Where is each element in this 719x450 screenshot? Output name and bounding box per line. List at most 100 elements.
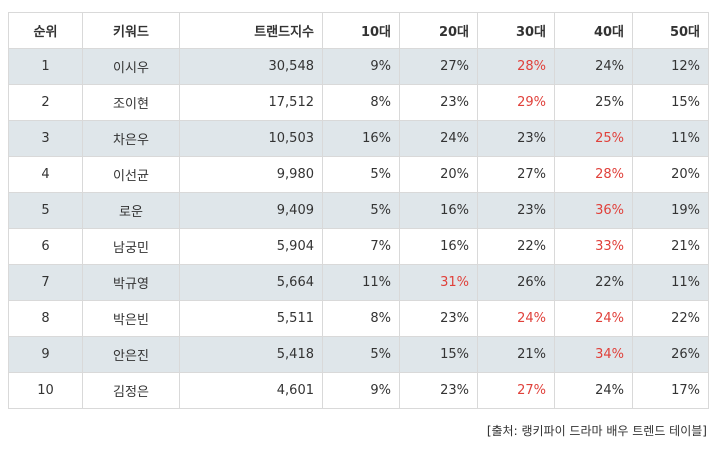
table-row: 8 박은빈 5,511 8% 23% 24% 24% 22% [8, 300, 709, 337]
cell-rank: 6 [8, 228, 83, 265]
cell-age-10s: 9% [322, 48, 400, 85]
cell-keyword: 안은진 [82, 336, 180, 373]
cell-rank: 9 [8, 336, 83, 373]
cell-trend-index: 5,418 [179, 336, 323, 373]
cell-age-20s: 23% [399, 300, 478, 337]
cell-age-10s: 5% [322, 336, 400, 373]
cell-age-50s: 22% [632, 300, 709, 337]
cell-age-20s: 23% [399, 84, 478, 121]
header-age-40s: 40대 [554, 12, 633, 49]
header-rank: 순위 [8, 12, 83, 49]
table-row: 10 김정은 4,601 9% 23% 27% 24% 17% [8, 372, 709, 409]
cell-age-50s: 12% [632, 48, 709, 85]
cell-age-10s: 11% [322, 264, 400, 301]
cell-trend-index: 5,511 [179, 300, 323, 337]
cell-keyword: 김정은 [82, 372, 180, 409]
cell-age-30s: 24% [477, 300, 555, 337]
cell-rank: 10 [8, 372, 83, 409]
cell-keyword: 이선균 [82, 156, 180, 193]
cell-age-50s: 11% [632, 264, 709, 301]
cell-keyword: 이시우 [82, 48, 180, 85]
cell-age-50s: 20% [632, 156, 709, 193]
cell-age-20s: 23% [399, 372, 478, 409]
cell-trend-index: 4,601 [179, 372, 323, 409]
cell-age-10s: 5% [322, 156, 400, 193]
cell-age-30s: 29% [477, 84, 555, 121]
cell-age-50s: 11% [632, 120, 709, 157]
cell-keyword: 조이현 [82, 84, 180, 121]
cell-age-10s: 7% [322, 228, 400, 265]
cell-keyword: 남궁민 [82, 228, 180, 265]
cell-age-20s: 16% [399, 192, 478, 229]
cell-trend-index: 9,409 [179, 192, 323, 229]
cell-rank: 5 [8, 192, 83, 229]
cell-age-40s: 24% [554, 372, 633, 409]
cell-age-40s: 24% [554, 300, 633, 337]
header-age-20s: 20대 [399, 12, 478, 49]
cell-age-30s: 23% [477, 192, 555, 229]
cell-age-30s: 27% [477, 372, 555, 409]
cell-trend-index: 9,980 [179, 156, 323, 193]
cell-age-40s: 24% [554, 48, 633, 85]
cell-age-50s: 21% [632, 228, 709, 265]
cell-rank: 8 [8, 300, 83, 337]
header-age-10s: 10대 [322, 12, 400, 49]
cell-age-20s: 15% [399, 336, 478, 373]
cell-age-20s: 24% [399, 120, 478, 157]
cell-age-40s: 25% [554, 84, 633, 121]
trend-table-container: 순위 키워드 트랜드지수 10대 20대 30대 40대 50대 1 이시우 30,… [8, 12, 709, 409]
cell-age-30s: 22% [477, 228, 555, 265]
header-age-50s: 50대 [632, 12, 709, 49]
cell-rank: 7 [8, 264, 83, 301]
cell-keyword: 박은빈 [82, 300, 180, 337]
cell-age-40s: 33% [554, 228, 633, 265]
trend-table: 순위 키워드 트랜드지수 10대 20대 30대 40대 50대 1 이시우 30,… [8, 12, 709, 409]
cell-age-30s: 28% [477, 48, 555, 85]
cell-rank: 3 [8, 120, 83, 157]
cell-trend-index: 30,548 [179, 48, 323, 85]
table-row: 6 남궁민 5,904 7% 16% 22% 33% 21% [8, 228, 709, 265]
table-row: 1 이시우 30,548 9% 27% 28% 24% 12% [8, 48, 709, 85]
cell-rank: 4 [8, 156, 83, 193]
cell-age-10s: 9% [322, 372, 400, 409]
cell-age-10s: 8% [322, 300, 400, 337]
header-age-30s: 30대 [477, 12, 555, 49]
cell-age-20s: 27% [399, 48, 478, 85]
cell-keyword: 로운 [82, 192, 180, 229]
cell-age-10s: 5% [322, 192, 400, 229]
cell-keyword: 차은우 [82, 120, 180, 157]
cell-age-50s: 26% [632, 336, 709, 373]
cell-age-40s: 25% [554, 120, 633, 157]
table-row: 7 박규영 5,664 11% 31% 26% 22% 11% [8, 264, 709, 301]
table-body: 1 이시우 30,548 9% 27% 28% 24% 12% 2 조이현 17,512 8% 23% 2… [8, 48, 709, 409]
table-row: 5 로운 9,409 5% 16% 23% 36% 19% [8, 192, 709, 229]
cell-age-20s: 20% [399, 156, 478, 193]
cell-age-50s: 19% [632, 192, 709, 229]
cell-rank: 1 [8, 48, 83, 85]
cell-age-40s: 36% [554, 192, 633, 229]
source-caption: [출처: 랭키파이 드라마 배우 트렌드 테이블] [486, 424, 707, 438]
table-row: 4 이선균 9,980 5% 20% 27% 28% 20% [8, 156, 709, 193]
header-keyword: 키워드 [82, 12, 180, 49]
table-row: 3 차은우 10,503 16% 24% 23% 25% 11% [8, 120, 709, 157]
cell-trend-index: 10,503 [179, 120, 323, 157]
cell-keyword: 박규영 [82, 264, 180, 301]
cell-age-40s: 34% [554, 336, 633, 373]
cell-age-20s: 16% [399, 228, 478, 265]
cell-trend-index: 5,904 [179, 228, 323, 265]
cell-age-10s: 8% [322, 84, 400, 121]
cell-age-10s: 16% [322, 120, 400, 157]
cell-age-20s: 31% [399, 264, 478, 301]
cell-age-30s: 21% [477, 336, 555, 373]
cell-age-50s: 15% [632, 84, 709, 121]
table-header-row: 순위 키워드 트랜드지수 10대 20대 30대 40대 50대 [8, 12, 709, 49]
cell-trend-index: 5,664 [179, 264, 323, 301]
cell-age-40s: 28% [554, 156, 633, 193]
header-trend-index: 트랜드지수 [179, 12, 323, 49]
table-row: 9 안은진 5,418 5% 15% 21% 34% 26% [8, 336, 709, 373]
cell-age-50s: 17% [632, 372, 709, 409]
cell-age-30s: 23% [477, 120, 555, 157]
cell-rank: 2 [8, 84, 83, 121]
table-row: 2 조이현 17,512 8% 23% 29% 25% 15% [8, 84, 709, 121]
cell-age-40s: 22% [554, 264, 633, 301]
